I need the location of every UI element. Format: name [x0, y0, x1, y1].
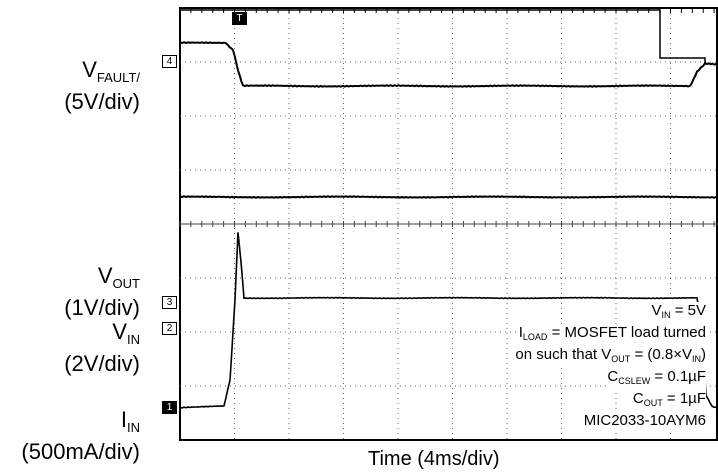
vin-label: VIN (2V/div) — [64, 319, 140, 376]
channel-3-marker: 3 — [162, 296, 177, 309]
annotation-vout-ratio: on such that VOUT = (0.8×VIN) — [515, 346, 706, 368]
iin-label: IIN (500mA/div) — [21, 407, 140, 464]
baseline-trace — [179, 195, 718, 199]
annotation-ccslew: CCSLEW = 0.1µF — [607, 368, 706, 390]
annotation-vin: VIN = 5V — [651, 302, 706, 324]
traces — [179, 9, 718, 409]
iin-vout-trace — [179, 232, 718, 409]
vout-label: VOUT (1V/div) — [64, 263, 140, 320]
channel-4-marker: 4 — [162, 55, 177, 68]
annotation-iload: ILOAD = MOSFET load turned — [518, 324, 706, 346]
vfault-label: VFAULT/ (5V/div) — [64, 57, 140, 114]
channel-2-marker: 2 — [162, 322, 177, 335]
channel-1-marker: 1 — [162, 401, 177, 414]
annotation-cout: COUT = 1µF — [632, 390, 706, 412]
trigger-marker: T — [232, 12, 247, 25]
top-step-trace — [180, 9, 706, 64]
vfault-trace — [179, 41, 718, 88]
annotation-part-number: MIC2033-10AYM6 — [583, 412, 706, 429]
graticule — [179, 7, 718, 441]
x-axis-label: Time (4ms/div) — [368, 448, 500, 470]
